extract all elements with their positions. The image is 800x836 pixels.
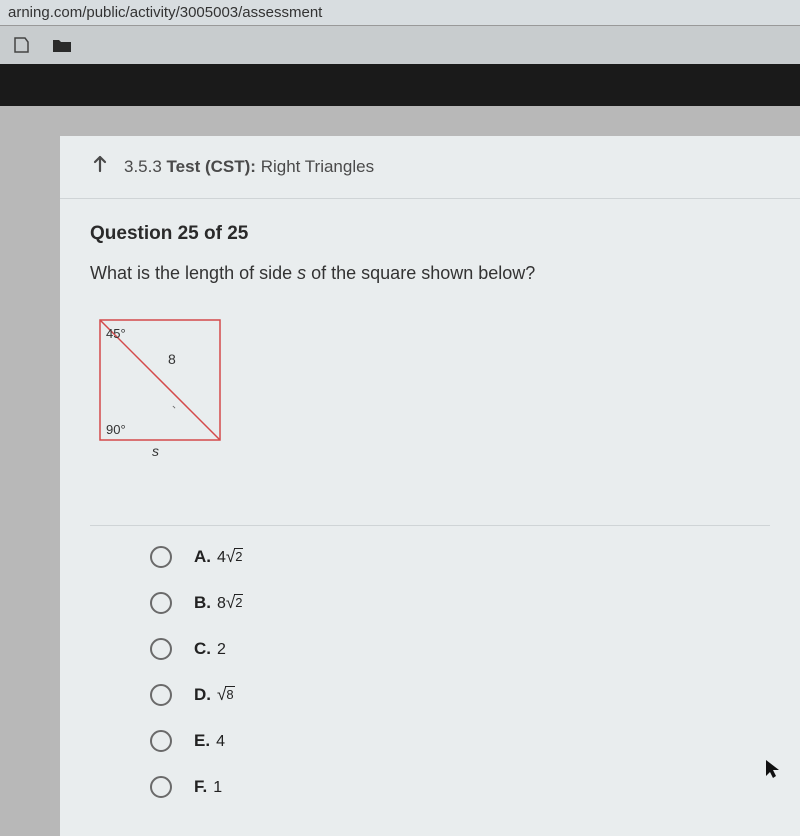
svg-text:s: s xyxy=(152,443,159,459)
option-letter: A. xyxy=(194,547,211,566)
option-value: 2 xyxy=(217,641,226,658)
prompt-before: What is the length of side xyxy=(90,263,297,283)
cursor-icon xyxy=(764,758,782,786)
divider xyxy=(90,525,770,526)
radio-C[interactable] xyxy=(150,638,172,660)
svg-text:8: 8 xyxy=(168,351,176,367)
option-letter: B. xyxy=(194,593,211,612)
option-letter: E. xyxy=(194,731,210,750)
title-rest: Right Triangles xyxy=(261,157,374,176)
diagram: 45° 8 、 90° s xyxy=(90,312,770,491)
option-value: 1 xyxy=(213,779,222,796)
app-banner xyxy=(0,64,800,106)
option-row-E[interactable]: E. 4 xyxy=(150,730,770,752)
question-text: What is the length of side s of the squa… xyxy=(90,263,770,284)
radio-B[interactable] xyxy=(150,592,172,614)
option-label: D. √8 xyxy=(194,685,235,705)
radio-D[interactable] xyxy=(150,684,172,706)
option-row-B[interactable]: B. 8√2 xyxy=(150,592,770,614)
prompt-var: s xyxy=(297,263,306,283)
breadcrumb: 3.5.3 Test (CST): Right Triangles xyxy=(124,157,374,177)
question-heading: Question 25 of 25 xyxy=(90,223,770,245)
square-diagram: 45° 8 、 90° s xyxy=(90,312,240,462)
question-block: Question 25 of 25 What is the length of … xyxy=(60,199,800,525)
toolbar xyxy=(0,26,800,64)
section-number: 3.5.3 xyxy=(124,157,162,176)
option-value: 4 xyxy=(216,733,225,750)
breadcrumb-row: 3.5.3 Test (CST): Right Triangles xyxy=(60,136,800,199)
radio-F[interactable] xyxy=(150,776,172,798)
url-text: arning.com/public/activity/3005003/asses… xyxy=(8,4,322,21)
option-letter: C. xyxy=(194,639,211,658)
svg-text:、: 、 xyxy=(172,400,182,411)
url-bar[interactable]: arning.com/public/activity/3005003/asses… xyxy=(0,0,800,26)
option-value: √8 xyxy=(217,687,235,704)
radio-E[interactable] xyxy=(150,730,172,752)
title-bold: Test (CST): xyxy=(167,157,256,176)
option-label: F. 1 xyxy=(194,777,222,797)
back-icon[interactable] xyxy=(90,154,110,180)
svg-text:90°: 90° xyxy=(106,422,126,437)
answer-options: A. 4√2 B. 8√2 C. 2 D. √8 E. 4 F. 1 xyxy=(60,546,800,798)
option-value: 8√2 xyxy=(217,595,243,612)
option-label: E. 4 xyxy=(194,731,225,751)
option-letter: F. xyxy=(194,777,207,796)
folder-icon[interactable] xyxy=(52,36,72,54)
radio-A[interactable] xyxy=(150,546,172,568)
svg-text:45°: 45° xyxy=(106,326,126,341)
prompt-after: of the square shown below? xyxy=(306,263,535,283)
option-label: A. 4√2 xyxy=(194,547,243,567)
option-label: B. 8√2 xyxy=(194,593,243,613)
option-row-F[interactable]: F. 1 xyxy=(150,776,770,798)
option-value: 4√2 xyxy=(217,549,243,566)
file-icon[interactable] xyxy=(12,36,32,54)
spacer xyxy=(0,106,800,136)
option-label: C. 2 xyxy=(194,639,226,659)
option-row-D[interactable]: D. √8 xyxy=(150,684,770,706)
content: 3.5.3 Test (CST): Right Triangles Questi… xyxy=(60,136,800,836)
option-row-A[interactable]: A. 4√2 xyxy=(150,546,770,568)
option-row-C[interactable]: C. 2 xyxy=(150,638,770,660)
option-letter: D. xyxy=(194,685,211,704)
